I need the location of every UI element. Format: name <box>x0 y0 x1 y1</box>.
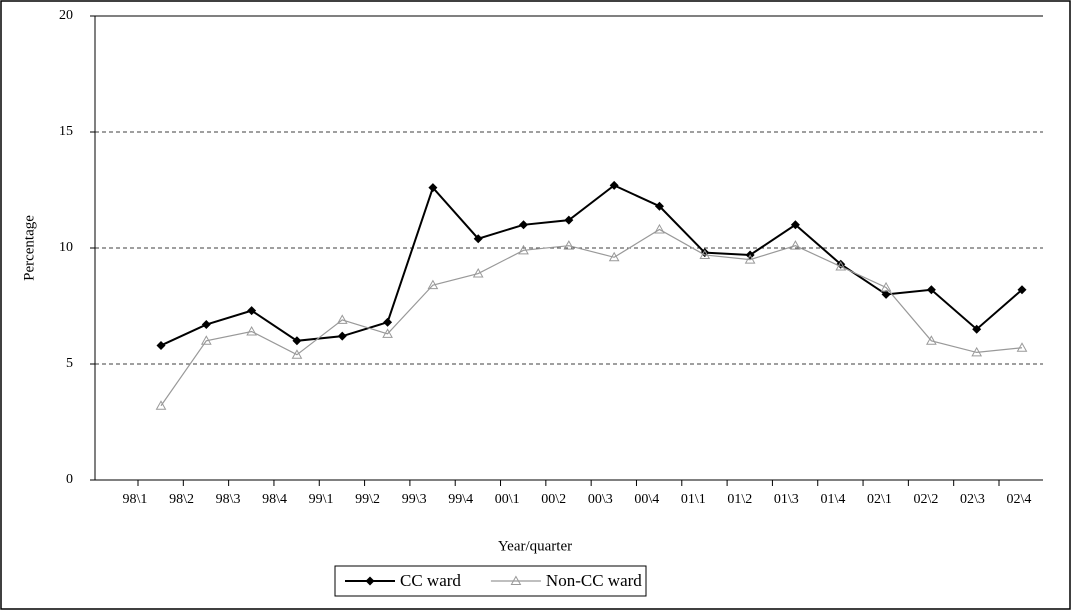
point <box>246 326 257 336</box>
legend-label: Non-CC ward <box>546 571 642 590</box>
point <box>291 349 303 359</box>
point <box>292 336 302 346</box>
x-tick-label: 00\4 <box>634 492 659 507</box>
point <box>472 268 484 278</box>
point <box>835 261 847 271</box>
point <box>337 331 347 341</box>
y-tick-label: 5 <box>66 356 73 371</box>
point <box>382 328 393 338</box>
point <box>518 244 529 255</box>
point <box>519 220 529 230</box>
point <box>201 320 211 330</box>
point <box>383 317 393 327</box>
point <box>155 400 167 410</box>
x-tick-label: 02\3 <box>960 492 985 507</box>
x-tick-label: 99\2 <box>355 492 380 507</box>
x-tick-label: 98\1 <box>123 492 148 507</box>
x-tick-label: 98\4 <box>262 492 287 507</box>
x-tick-label: 01\2 <box>727 492 752 507</box>
point <box>654 201 664 211</box>
point <box>247 306 257 316</box>
legend-label: CC ward <box>400 571 461 590</box>
x-tick-label: 00\1 <box>495 492 520 507</box>
point <box>1016 342 1028 352</box>
series-line <box>160 228 1023 407</box>
x-tick-label: 99\1 <box>309 492 334 507</box>
x-tick-label: 02\4 <box>1007 492 1032 507</box>
legend-marker <box>365 576 375 586</box>
point <box>881 289 891 299</box>
point <box>971 346 983 357</box>
legend-marker <box>510 575 522 585</box>
series-line <box>160 184 1023 347</box>
point <box>790 240 801 250</box>
x-tick-label: 01\3 <box>774 492 799 507</box>
y-axis-title: Percentage <box>21 215 37 281</box>
x-axis-title: Year/quarter <box>498 538 572 554</box>
point <box>926 285 936 295</box>
x-tick-label: 00\3 <box>588 492 613 507</box>
point <box>880 281 892 292</box>
x-tick-label: 02\2 <box>914 492 939 507</box>
point <box>473 234 483 244</box>
point <box>200 335 212 345</box>
y-tick-label: 10 <box>59 240 73 255</box>
point <box>790 220 800 230</box>
point <box>1017 285 1027 295</box>
point <box>428 183 438 193</box>
point <box>926 335 937 345</box>
y-tick-label: 20 <box>59 8 73 23</box>
point <box>564 215 574 225</box>
y-tick-label: 15 <box>59 124 73 139</box>
x-tick-label: 99\3 <box>402 492 427 507</box>
point <box>563 240 575 250</box>
point <box>156 340 166 350</box>
x-tick-label: 01\4 <box>820 492 845 507</box>
point <box>654 223 665 234</box>
x-tick-label: 01\1 <box>681 492 706 507</box>
point <box>972 324 982 334</box>
x-tick-label: 00\2 <box>541 492 566 507</box>
x-tick-label: 02\1 <box>867 492 892 507</box>
point <box>609 180 619 190</box>
point <box>608 251 620 262</box>
point <box>700 248 710 258</box>
y-tick-label: 0 <box>66 472 73 487</box>
point <box>427 279 439 290</box>
x-tick-label: 99\4 <box>448 492 473 507</box>
point <box>699 249 711 259</box>
x-tick-label: 98\3 <box>216 492 241 507</box>
x-tick-label: 98\2 <box>169 492 194 507</box>
point <box>744 254 756 264</box>
point <box>336 314 348 324</box>
